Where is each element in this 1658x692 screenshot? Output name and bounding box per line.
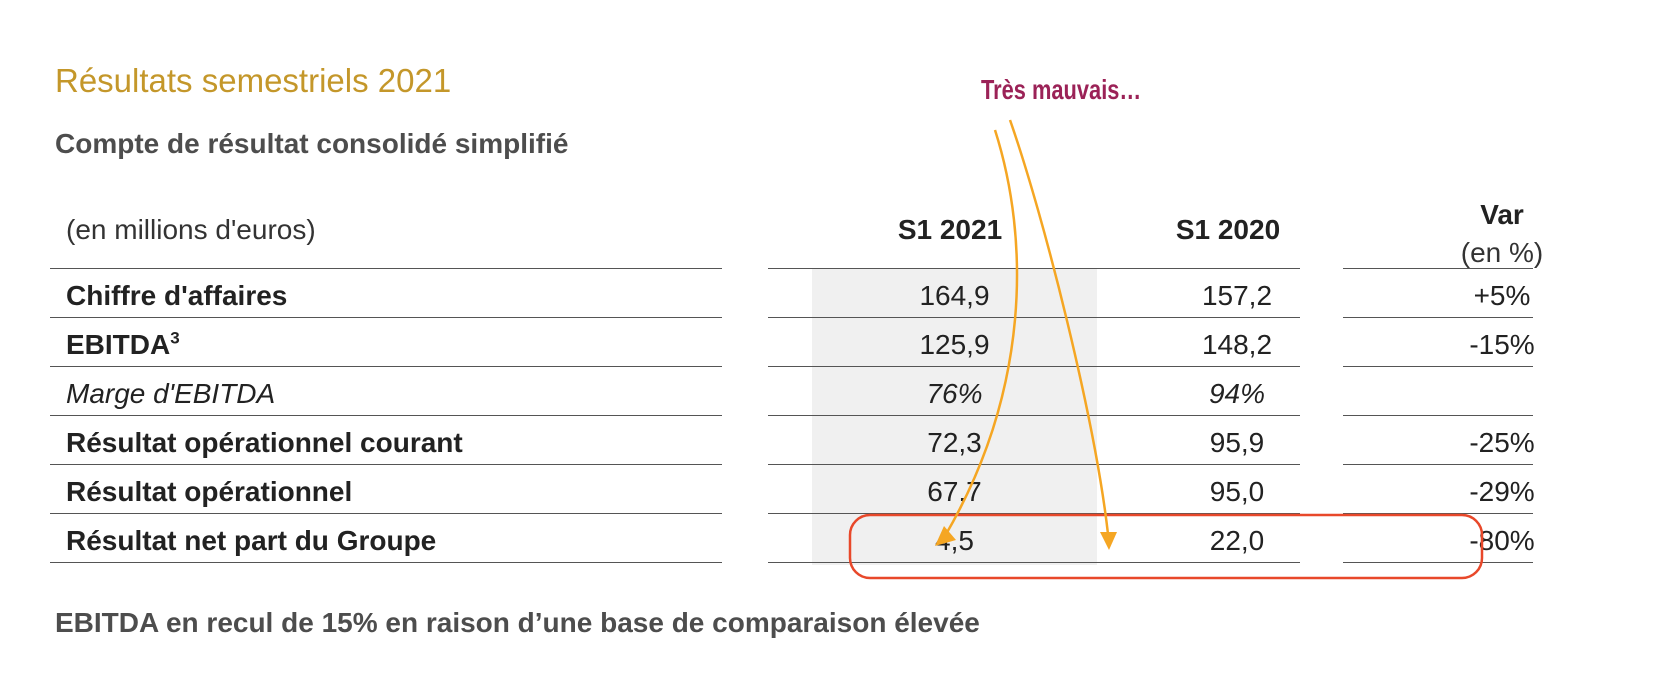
cell-var: -15% [1469,329,1535,360]
table-rule [1343,268,1533,269]
var-header-subtitle: (en %) [1460,237,1544,268]
column-header-s1-2020: S1 2020 [1175,214,1281,245]
table-rule [1343,317,1533,318]
row-label-text: Résultat net part du Groupe [66,525,437,556]
column-header-var: Var (en %) [1402,196,1602,272]
var-header-title: Var [1480,199,1524,230]
cell-s1-2021: 76% [926,378,983,409]
cell-s1-2020: 95,9 [1209,427,1265,458]
cell-s1-2020: 94% [1208,378,1266,409]
table-rule [1343,415,1533,416]
cell-var: +5% [1473,280,1531,311]
arrow-head-s1-2021 [935,526,956,546]
row-label: EBITDA3 [66,329,180,361]
table-rule [1343,562,1533,563]
table-rule [50,268,722,269]
row-label: Chiffre d'affaires [66,280,287,312]
arrow-to-s1-2021 [943,129,1019,537]
table-rule [768,317,1300,318]
cell-s1-2021: 125,9 [919,329,990,360]
unit-label: (en millions d'euros) [66,214,316,245]
row-label-text: Résultat opérationnel [66,476,353,507]
table-rule [50,562,722,563]
cell-var: -29% [1469,476,1535,507]
row-label-text: Chiffre d'affaires [66,280,288,311]
table-rule [1343,513,1533,514]
cell-s1-2021: 72,3 [927,427,982,458]
page-subtitle: Compte de résultat consolidé simplifié [55,128,569,159]
cell-s1-2020: 148,2 [1201,329,1273,360]
table-rule [768,513,1300,514]
table-rule [1343,464,1533,465]
row-label: Résultat net part du Groupe [66,525,436,557]
table-rule [50,415,722,416]
table-rule [1343,366,1533,367]
arrow-head-s1-2020 [1100,532,1117,550]
row-label: Résultat opérationnel courant [66,427,463,459]
row-label-text: Résultat opérationnel courant [66,427,463,458]
column-header-s1-2021: S1 2021 [897,214,1003,245]
annotation-text: Très mauvais… [981,74,1142,105]
row-label: Résultat opérationnel [66,476,352,508]
cell-s1-2020: 157,2 [1201,280,1273,311]
table-rule [50,366,722,367]
table-rule [50,513,722,514]
table-rule [768,464,1300,465]
cell-s1-2020: 95,0 [1209,476,1265,507]
table-rule [768,268,1300,269]
page-title: Résultats semestriels 2021 [55,62,452,99]
row-label: Marge d'EBITDA [66,378,275,410]
row-label-text: EBITDA [66,329,171,360]
table-rule [768,415,1300,416]
table-rule [50,317,722,318]
cell-s1-2020: 22,0 [1209,525,1265,556]
table-rule [768,366,1300,367]
cell-var: -25% [1469,427,1535,458]
table-rule [50,464,722,465]
arrow-to-s1-2020 [1008,119,1110,535]
row-label-text: Marge d'EBITDA [66,378,276,409]
footer-note: EBITDA en recul de 15% en raison d’une b… [55,607,980,638]
highlight-box [848,513,1484,580]
table-rule [768,562,1300,563]
footnote-marker: 3 [170,328,180,348]
cell-s1-2021: 164,9 [919,280,990,311]
